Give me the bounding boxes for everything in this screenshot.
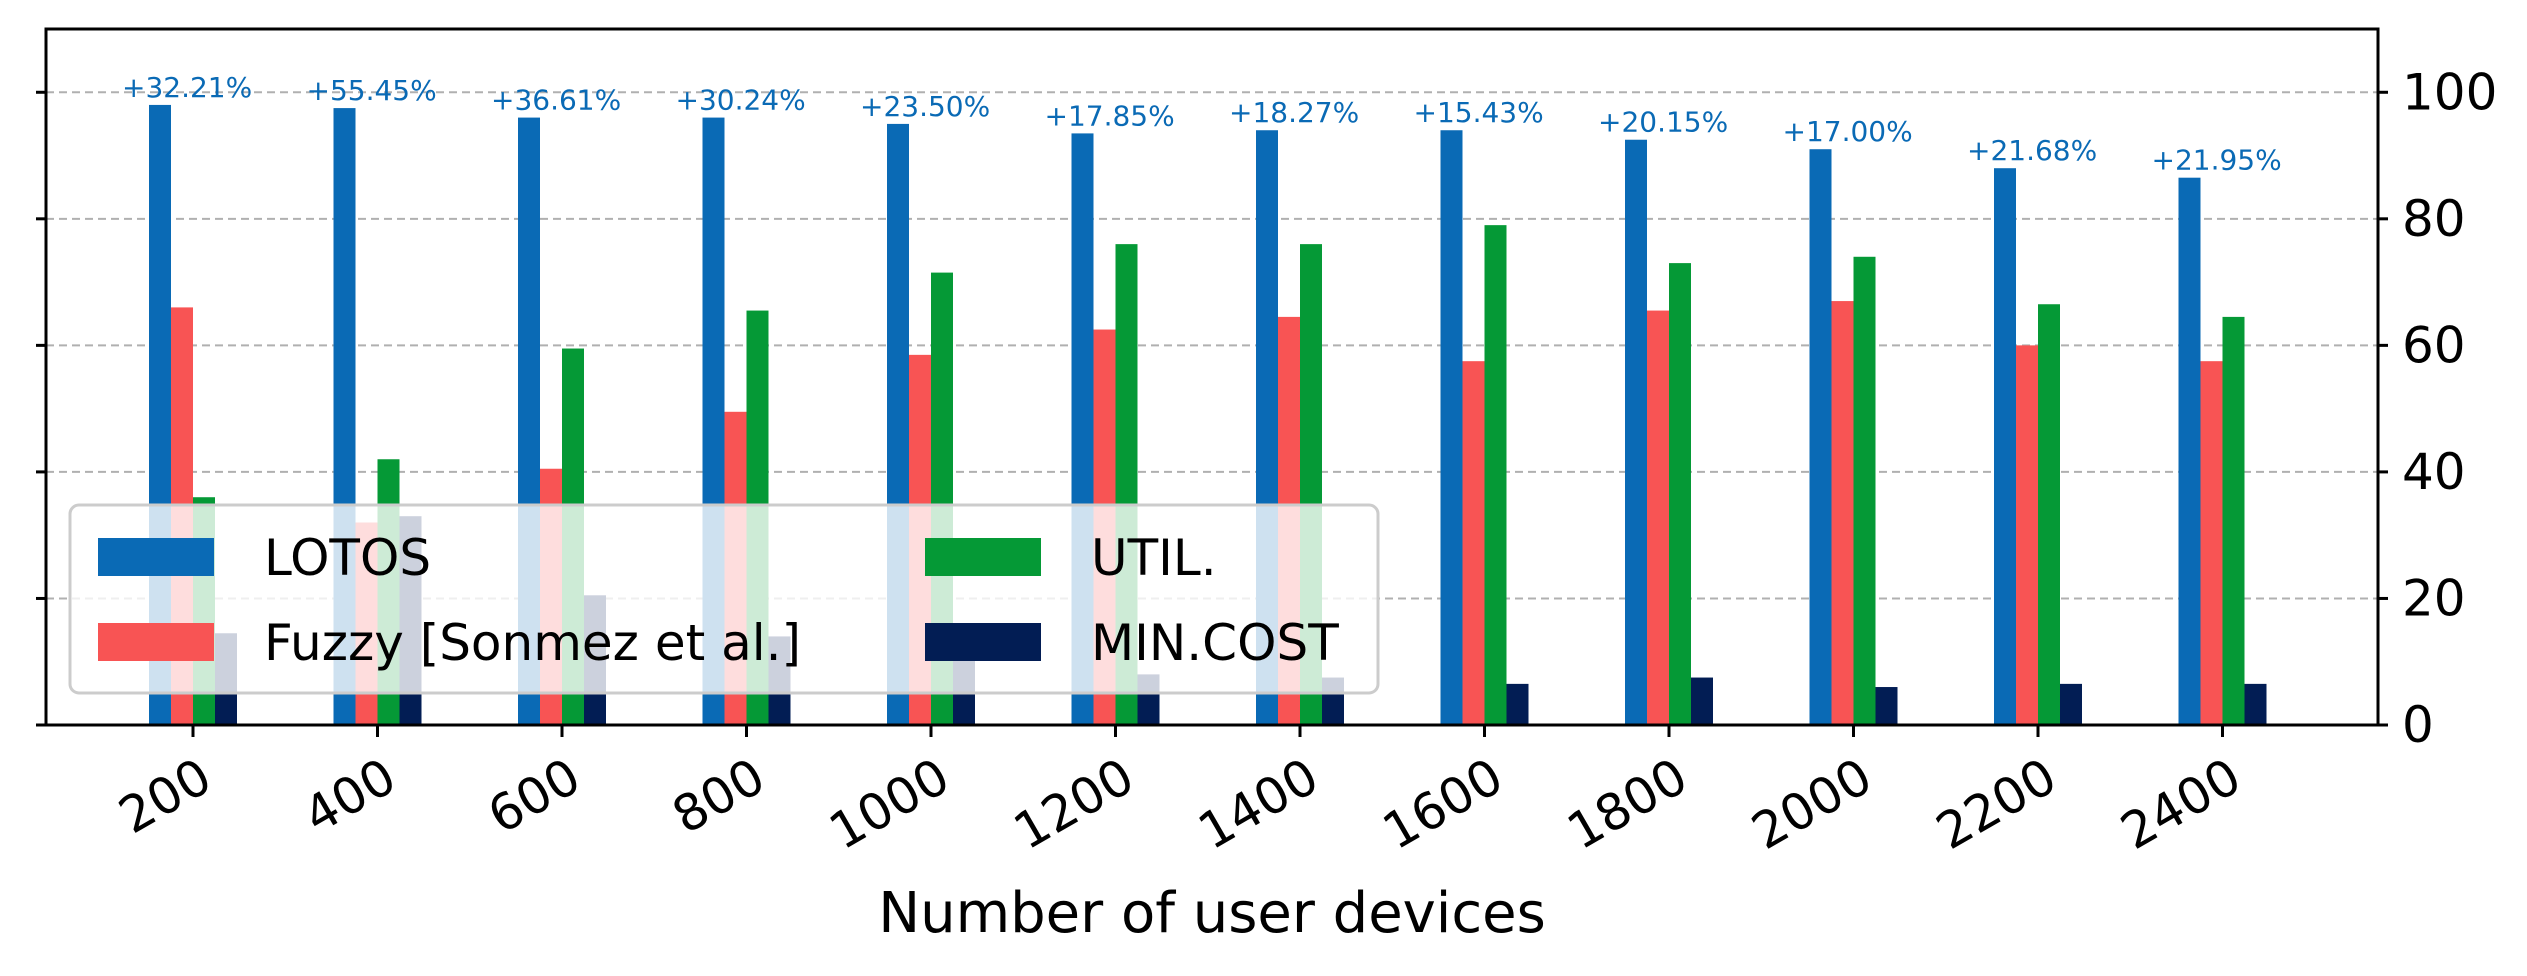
improvement-label: +30.24%: [676, 84, 806, 117]
bar-min-cost: [2244, 683, 2267, 725]
improvement-label: +23.50%: [860, 90, 990, 123]
x-tick-label: 2200: [1927, 747, 2066, 861]
legend-label: Fuzzy [Sonmez et al.]: [264, 614, 801, 672]
x-tick-label: 1200: [1004, 747, 1143, 861]
y-tick-label: 80: [2402, 190, 2466, 248]
y-tick-label: 100: [2402, 63, 2497, 121]
bar-fuzzy-sonmez-et-al: [1831, 301, 1854, 725]
x-tick-label: 400: [294, 747, 406, 845]
improvement-label: +18.27%: [1229, 96, 1359, 129]
y-tick-label: 20: [2402, 569, 2466, 627]
y-tick-label: 0: [2402, 696, 2434, 754]
legend-swatch: [98, 538, 214, 576]
improvement-label: +55.45%: [307, 74, 437, 107]
improvement-label: +32.21%: [122, 71, 252, 104]
y-tick-label: 40: [2402, 443, 2466, 501]
x-tick-label: 200: [109, 747, 221, 845]
x-tick-label: 1800: [1558, 747, 1697, 861]
gridlines: [46, 91, 2378, 600]
bar-util: [1669, 263, 1691, 725]
bar-util: [2038, 304, 2060, 725]
bar-min-cost: [1506, 683, 1529, 725]
bar-lotos: [1809, 149, 1832, 725]
legend-swatch: [98, 623, 214, 661]
x-tick-label: 1400: [1189, 747, 1328, 861]
legend-swatch: [925, 538, 1041, 576]
x-tick-label: 800: [663, 747, 775, 845]
bar-util: [1484, 225, 1507, 726]
bar-lotos: [2178, 177, 2201, 725]
legend-label: MIN.COST: [1091, 614, 1339, 672]
plot-frame: [44, 27, 2380, 727]
x-tick-label: 1600: [1373, 747, 1512, 861]
x-tick-label: 600: [478, 747, 590, 845]
x-tick-label: 2000: [1742, 747, 1881, 861]
bar-fuzzy-sonmez-et-al: [2200, 361, 2223, 725]
bar-lotos: [1440, 130, 1463, 726]
x-axis-title: Number of user devices: [878, 881, 1546, 946]
improvement-label: +17.85%: [1045, 99, 1175, 132]
legend-swatch: [925, 623, 1041, 661]
bar-min-cost: [1691, 677, 1713, 725]
y-tick-label: 60: [2402, 316, 2466, 374]
improvement-label: +21.68%: [1967, 134, 2097, 167]
bar-lotos: [1994, 168, 2016, 725]
bar-lotos: [1625, 139, 1647, 725]
bar-min-cost: [2060, 683, 2082, 725]
bar-min-cost: [1875, 687, 1898, 725]
bar-fuzzy-sonmez-et-al: [2016, 345, 2038, 725]
bar-util: [1853, 256, 1876, 725]
legend: LOTOS Fuzzy [Sonmez et al.] UTIL. MIN.COST: [68, 503, 1380, 695]
bar-annotations: +32.21% +55.45% +36.61% +30.24% +23.50% +17.8…: [122, 71, 2282, 177]
improvement-label: +17.00%: [1783, 115, 1913, 148]
bar-util: [2222, 316, 2245, 725]
improvement-label: +36.61%: [491, 84, 621, 117]
improvement-label: +15.43%: [1414, 96, 1544, 129]
legend-label: UTIL.: [1091, 529, 1217, 587]
improvement-label: +20.15%: [1598, 106, 1728, 139]
bar-fuzzy-sonmez-et-al: [1462, 361, 1485, 725]
bar-fuzzy-sonmez-et-al: [1647, 310, 1669, 725]
x-tick-label: 2400: [2111, 747, 2250, 861]
legend-label: LOTOS: [264, 529, 431, 587]
x-tick-label: 1000: [820, 747, 959, 861]
improvement-label: +21.95%: [2152, 144, 2282, 177]
legend-box: [68, 503, 1380, 695]
